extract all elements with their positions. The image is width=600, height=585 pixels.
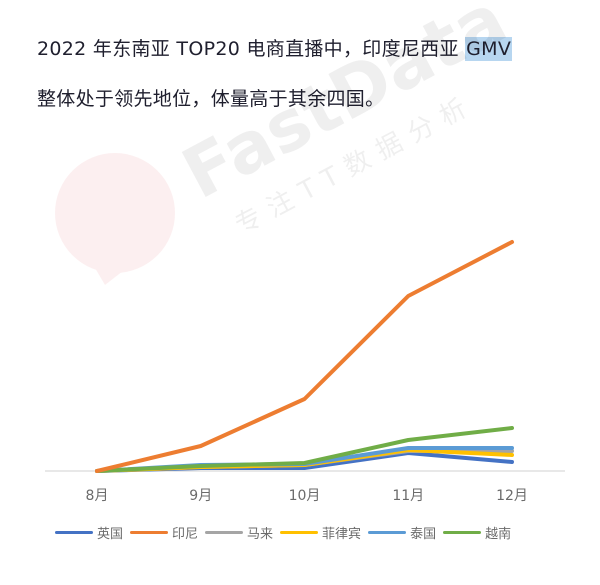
x-tick-label: 9月 [189, 488, 212, 504]
legend-label: 越南 [485, 527, 512, 542]
legend-swatch-icon [443, 531, 482, 534]
legend-item: 印尼 [130, 523, 198, 542]
legend-label: 菲律宾 [322, 527, 362, 542]
legend-swatch-icon [130, 531, 169, 534]
legend-item: 英国 [55, 523, 123, 542]
legend-label: 马来 [247, 527, 274, 542]
x-tick-label: 8月 [86, 488, 109, 504]
legend-swatch-icon [368, 531, 407, 534]
legend-item: 越南 [443, 523, 511, 542]
x-axis-labels: 8月 9月 10月 11月 12月 [86, 488, 528, 504]
caption-text: 2022 年东南亚 TOP20 电商直播中，印度尼西亚 [37, 38, 466, 60]
legend-swatch-icon [280, 531, 319, 534]
series-line-1 [95, 240, 514, 473]
legend-swatch-icon [55, 531, 93, 534]
legend-label: 英国 [97, 527, 124, 542]
legend-item: 马来 [205, 523, 273, 542]
x-tick-label: 10月 [289, 488, 321, 504]
chart-legend: 英国 印尼 马来 菲律宾 泰国 越南 [55, 523, 518, 542]
legend-item: 泰国 [368, 523, 436, 542]
caption-line-2: 整体处于领先地位，体量高于其余四国。 [37, 88, 385, 110]
x-tick-label: 12月 [496, 488, 528, 504]
x-tick-label: 11月 [392, 488, 424, 504]
legend-label: 泰国 [410, 527, 437, 542]
series-line-5 [95, 426, 514, 473]
series-layer [95, 240, 514, 473]
legend-swatch-icon [205, 531, 244, 534]
legend-label: 印尼 [172, 527, 199, 542]
legend-item: 菲律宾 [280, 523, 361, 542]
selected-text-gmv[interactable]: GMV [465, 37, 513, 61]
caption-line-1: 2022 年东南亚 TOP20 电商直播中，印度尼西亚 GMV [37, 34, 513, 61]
